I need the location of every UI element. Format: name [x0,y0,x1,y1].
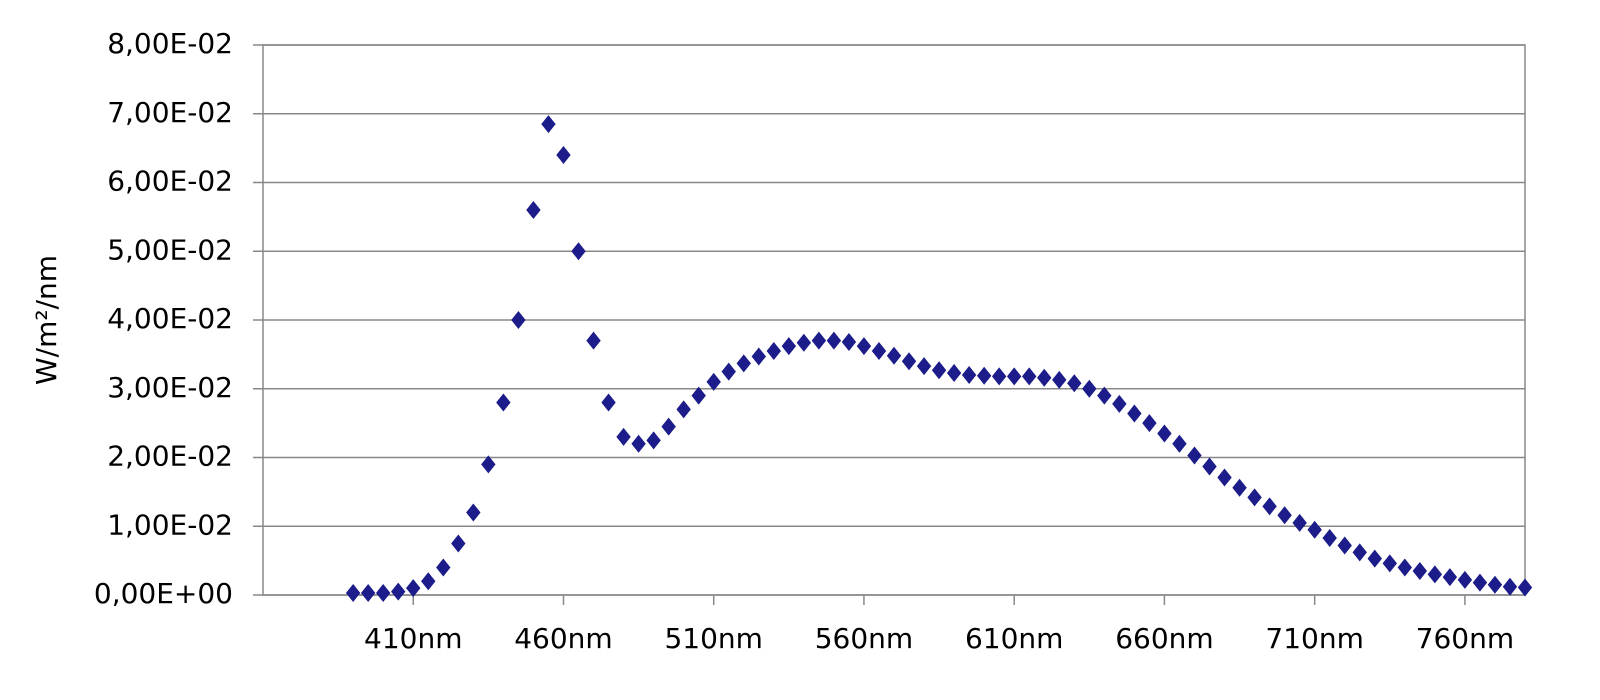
data-point [856,337,872,356]
data-point [766,341,782,360]
data-point [1097,386,1112,405]
data-point [916,357,932,376]
data-point [1172,434,1187,453]
data-point [691,386,706,405]
data-point [601,393,616,412]
data-point [931,361,947,380]
data-point [1277,506,1292,525]
y-axis-label: W/m²/nm [30,255,63,385]
data-point [1187,446,1202,465]
data-point [1442,568,1458,587]
data-point [631,434,646,453]
data-point [1352,543,1367,562]
data-point [826,331,842,350]
data-point [811,331,827,350]
data-point [1292,513,1307,532]
data-point [1382,554,1397,573]
y-tick-label: 1,00E-02 [107,508,233,541]
data-point [946,363,962,382]
data-point [1412,561,1428,580]
data-point [616,427,631,446]
y-tick-label: 7,00E-02 [107,96,233,129]
data-point [526,201,541,219]
data-point [1082,379,1097,398]
data-point [1517,578,1533,597]
data-point [1262,497,1277,516]
data-point [706,372,721,391]
data-point [1232,478,1247,497]
data-point [646,431,661,450]
y-tick-label: 6,00E-02 [107,165,233,198]
data-point [886,346,902,365]
data-point [1052,370,1067,389]
x-tick-label: 410nm [364,622,462,655]
data-point [360,583,376,602]
data-point [541,115,556,134]
data-point [481,455,496,474]
data-point [391,582,406,601]
y-tick-label: 0,00E+00 [94,577,233,610]
data-point [1472,573,1488,592]
data-point [1457,570,1473,589]
data-point [1247,488,1262,507]
x-tick-label: 710nm [1265,622,1363,655]
data-point [1307,520,1322,539]
data-point [586,331,601,350]
data-point [1202,457,1217,476]
data-point [976,366,992,385]
data-point [1502,577,1518,596]
data-point [1006,367,1022,386]
data-point [721,362,736,381]
y-tick-label: 3,00E-02 [107,371,233,404]
data-point [781,337,797,356]
data-point [991,367,1007,386]
x-tick-label: 560nm [815,622,913,655]
data-point [571,242,586,261]
data-point [436,558,451,577]
data-point [1217,468,1232,487]
x-tick-label: 610nm [965,622,1063,655]
data-point [1487,575,1503,594]
x-tick-label: 510nm [664,622,762,655]
x-tick-label: 660nm [1115,622,1213,655]
data-point [796,333,812,352]
data-point [1112,394,1127,413]
data-point [1322,528,1337,547]
data-point [406,579,421,598]
data-point [511,311,526,329]
y-tick-label: 5,00E-02 [107,233,233,266]
x-tick-label: 760nm [1416,622,1514,655]
data-point [1022,367,1037,386]
data-point [451,534,466,553]
data-point [1337,536,1352,555]
data-point [841,333,857,351]
data-point [1397,558,1413,577]
x-tick-label: 460nm [514,622,612,655]
data-point [676,400,691,419]
data-point [496,393,511,412]
data-point [1067,374,1082,393]
y-tick-label: 2,00E-02 [107,440,233,473]
data-point [1127,404,1142,423]
data-point [1037,368,1052,387]
data-point [345,583,361,602]
data-point [1142,414,1157,433]
data-point [466,503,481,522]
data-point [661,417,676,436]
data-point [736,354,751,373]
data-point [556,146,571,164]
data-point [375,583,391,602]
data-point [751,347,766,366]
data-point [901,352,917,371]
y-tick-label: 4,00E-02 [107,302,233,335]
data-point [1427,565,1443,584]
data-point [871,341,887,360]
y-tick-label: 8,00E-02 [107,27,233,60]
data-point [1367,549,1382,568]
data-point [1157,424,1172,443]
data-point [961,366,977,384]
data-point [421,572,436,591]
